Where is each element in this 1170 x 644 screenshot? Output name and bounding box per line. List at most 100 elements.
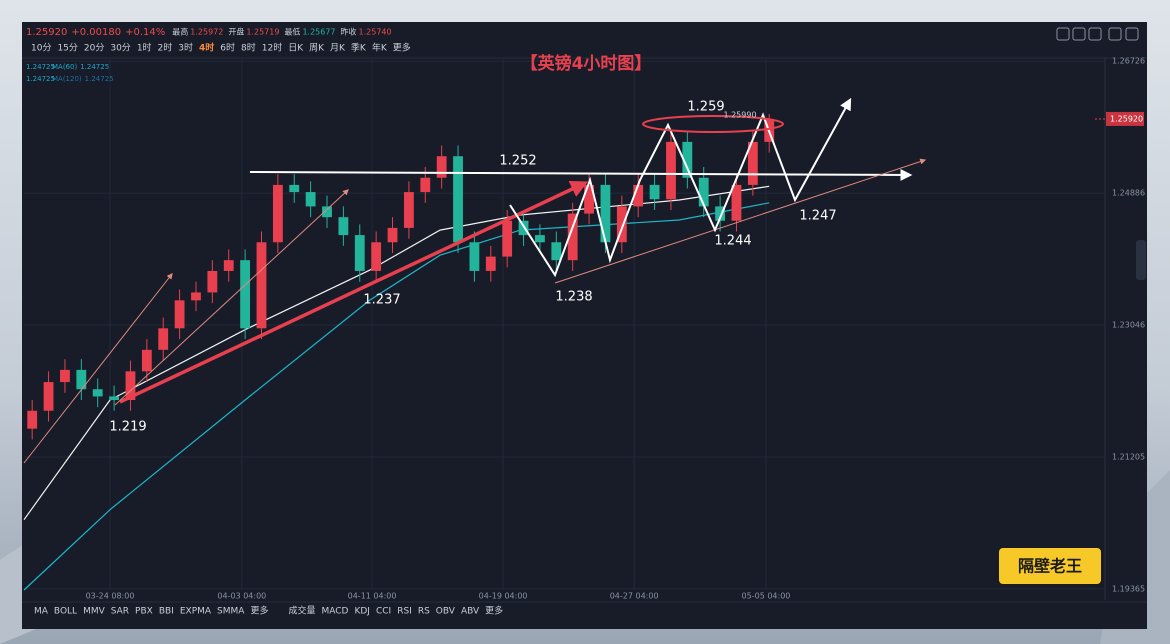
annotation: 1.238 [555, 290, 592, 305]
candle [354, 224, 365, 282]
y-tick-label: 1.21205 [1112, 453, 1145, 462]
candle-body [682, 141, 693, 178]
candle-body [633, 184, 644, 207]
candle [436, 145, 447, 189]
indicator-tab[interactable]: EXPMA [180, 607, 212, 617]
candle-body [616, 206, 627, 243]
annotations: 【英镑4小时图】 1.252 1.259 1.25990 1.244 1.247… [23, 53, 927, 464]
indicator-tab[interactable]: MACD [321, 607, 348, 617]
candle [715, 195, 726, 232]
candle-body [666, 141, 676, 200]
timeframe-tab[interactable]: 15分 [57, 43, 77, 54]
timeframe-tab[interactable]: 20分 [84, 43, 104, 54]
quote-text: 1.25920 [26, 27, 67, 38]
close-button[interactable] [1125, 27, 1139, 41]
button[interactable] [1056, 27, 1070, 41]
candle [289, 174, 300, 203]
timeframe-tab[interactable]: 10分 [31, 43, 51, 54]
candle-body [469, 242, 480, 271]
candle [453, 145, 463, 254]
indicator-tab[interactable]: 更多 [250, 605, 268, 617]
indicator-tab[interactable]: RS [418, 607, 430, 617]
quote-text: 1.25740 [359, 28, 392, 37]
candle [223, 249, 234, 282]
indicator-tab[interactable]: ABV [461, 607, 480, 617]
timeframe-tab[interactable]: 年K [372, 42, 388, 54]
candle [305, 181, 316, 218]
channel-line [114, 189, 349, 406]
timeframe-tab[interactable]: 季K [351, 42, 367, 54]
candle [322, 195, 332, 228]
candle [387, 217, 398, 254]
candle [551, 231, 562, 271]
y-tick-label: 1.26726 [1112, 57, 1145, 66]
indicator-tab[interactable]: 更多 [485, 605, 503, 617]
timeframe-tab[interactable]: 4时 [199, 42, 214, 54]
button[interactable] [1072, 27, 1086, 41]
indicator-tab[interactable]: CCI [376, 607, 391, 617]
candle [731, 174, 742, 232]
timeframe-tab[interactable]: 30分 [110, 43, 130, 54]
candle-body [731, 184, 742, 221]
timeframe-tab[interactable]: 1时 [137, 42, 152, 54]
button[interactable] [1088, 27, 1102, 41]
timeframe-tab[interactable]: 8时 [241, 42, 256, 54]
candle [469, 231, 480, 282]
x-tick-label: 04-27 04:00 [610, 592, 659, 601]
timeframe-tab[interactable]: 2时 [158, 42, 173, 54]
indicator-tab[interactable]: SAR [111, 607, 129, 617]
indicator-tab[interactable]: BBI [159, 607, 174, 617]
x-tick-label: 05-05 04:00 [742, 592, 791, 601]
annotation: 1.219 [109, 420, 146, 435]
legend-entry: MA(60) [52, 63, 77, 71]
candle [485, 245, 496, 282]
side-handle[interactable] [1136, 240, 1146, 280]
watermark: 隔壁老王 [997, 546, 1103, 586]
indicator-tab[interactable]: 成交量 [288, 605, 315, 617]
x-tick-label: 04-11 04:00 [348, 592, 397, 601]
quote-text: 1.25972 [190, 28, 223, 37]
indicator-tab[interactable]: KDJ [354, 607, 370, 617]
last-price-tag [1106, 111, 1144, 126]
candle-body [125, 371, 136, 400]
timeframe-tab[interactable]: 12时 [262, 42, 282, 54]
candle-body [240, 260, 251, 329]
timeframe-tab[interactable]: 3时 [178, 42, 193, 54]
quote-text: 最低 [284, 27, 300, 37]
candle-body [27, 410, 38, 429]
candle [174, 289, 185, 340]
ma-line [23, 202, 770, 591]
candle-body [485, 256, 496, 271]
candle [535, 224, 545, 254]
indicator-tab[interactable]: OBV [436, 607, 456, 617]
candle-body [141, 349, 152, 372]
indicator-tab[interactable]: PBX [135, 607, 153, 617]
timeframe-tab[interactable]: 月K [330, 43, 346, 54]
annotation: 1.25990 [723, 111, 756, 120]
last-price-label: 1.25920 [1110, 114, 1143, 123]
candle [666, 131, 676, 210]
quote-text: 1.25719 [246, 28, 279, 37]
window-buttons [1056, 27, 1139, 41]
candle-body [272, 184, 283, 243]
indicator-tab[interactable]: SMMA [217, 607, 245, 617]
candle-body [354, 235, 365, 271]
timeframe-tab[interactable]: 6时 [220, 42, 235, 54]
indicator-tab[interactable]: MA [34, 607, 49, 617]
timeframe-tab[interactable]: 周K [309, 43, 325, 54]
indicator-tab[interactable]: RSI [397, 607, 412, 617]
indicator-tab[interactable]: BOLL [54, 607, 77, 617]
resistance-line [249, 168, 913, 181]
button[interactable] [1108, 27, 1122, 41]
candle [240, 249, 251, 340]
timeframe-tab[interactable]: 更多 [393, 42, 411, 54]
candle-body [158, 328, 169, 350]
y-tick-label: 1.24886 [1112, 189, 1145, 198]
annotation: 1.244 [714, 234, 751, 249]
candle-body [256, 242, 267, 329]
candle-body [420, 177, 431, 193]
candle-body [698, 177, 709, 207]
indicator-tab[interactable]: MMV [83, 607, 106, 617]
quote-text: +0.14% [125, 27, 165, 38]
timeframe-tab[interactable]: 日K [288, 43, 304, 54]
